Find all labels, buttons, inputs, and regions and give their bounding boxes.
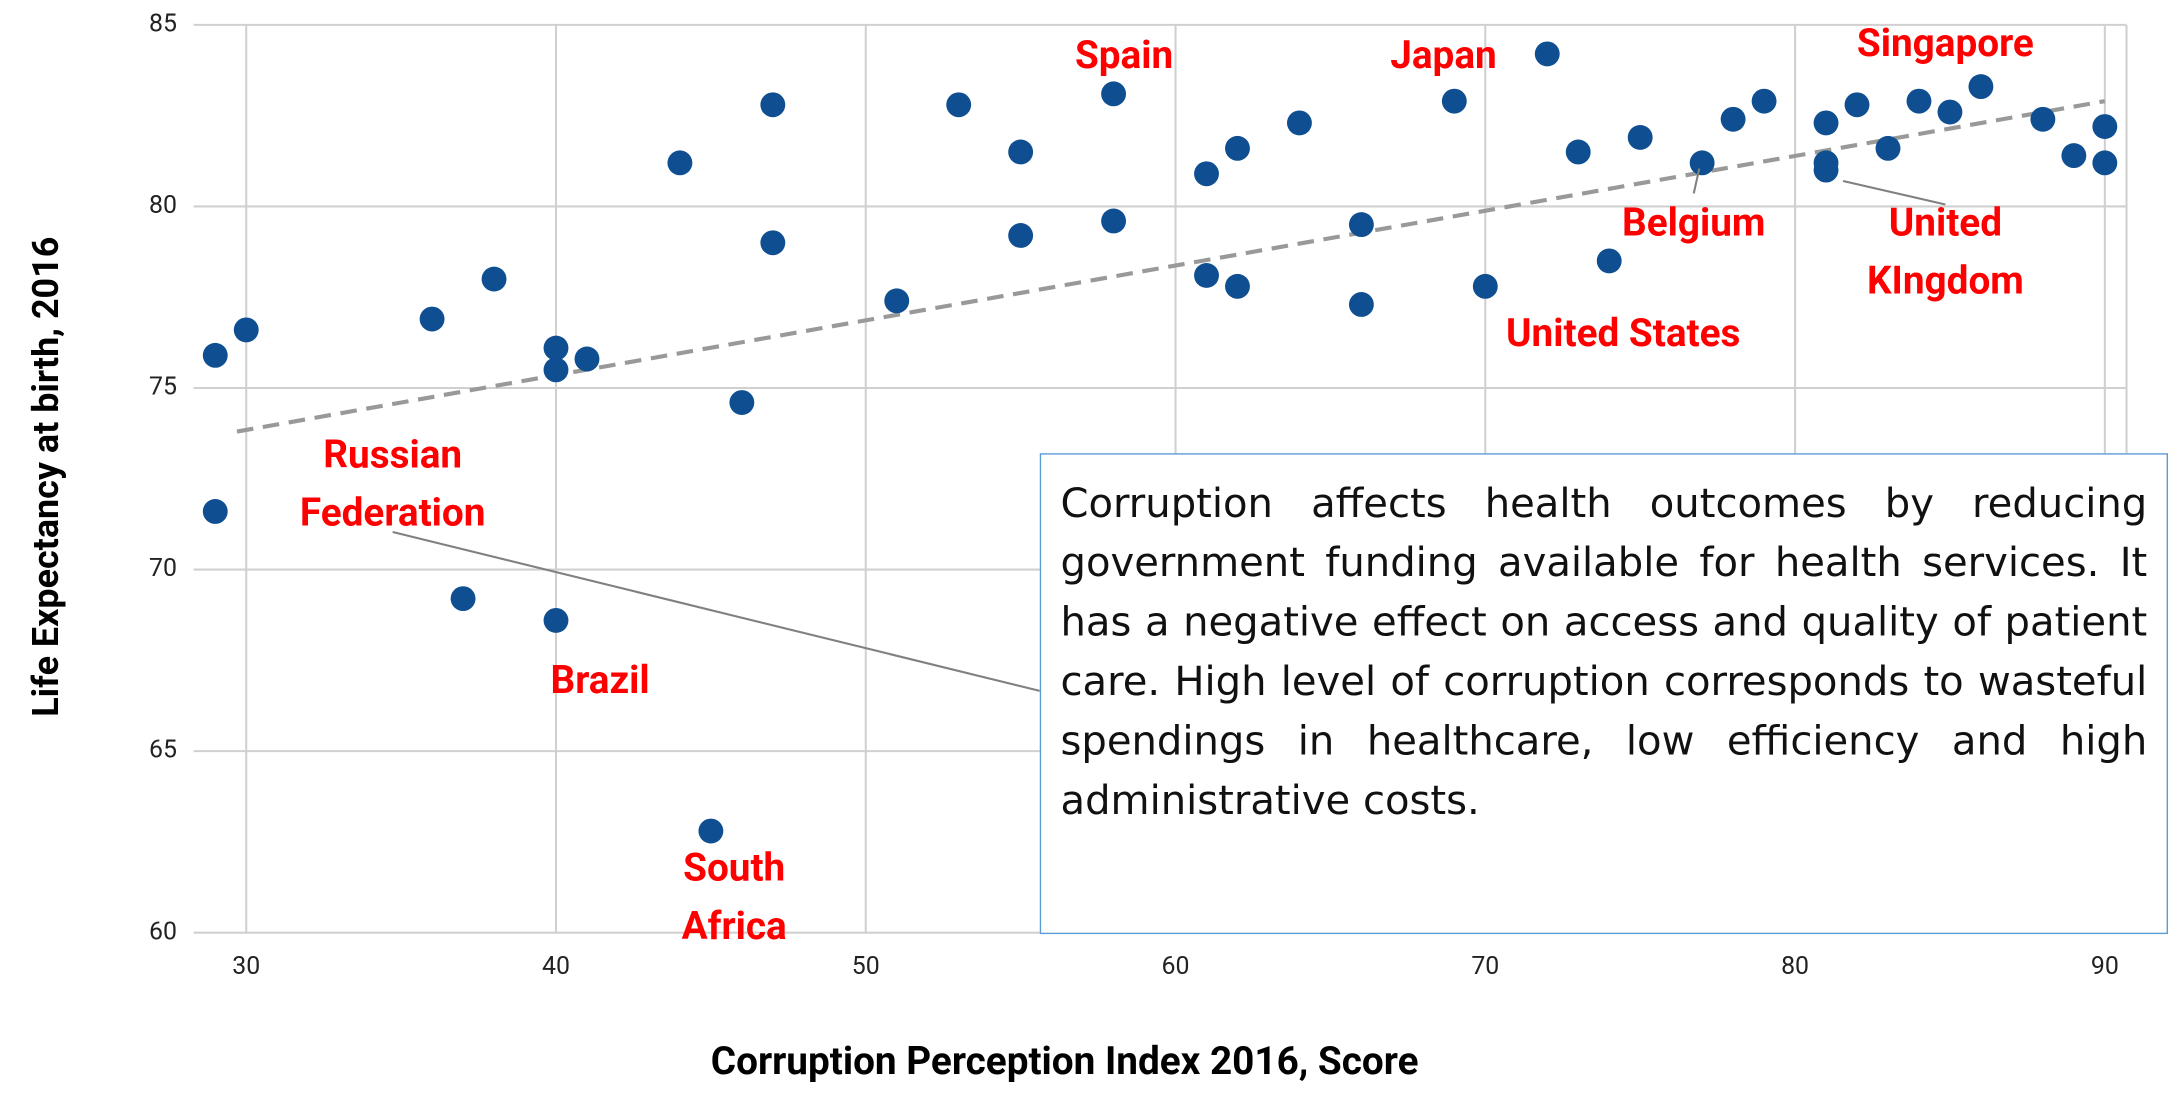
annotation-label: United States xyxy=(1506,311,1740,356)
note-box: Corruption affects health outcomes by re… xyxy=(1039,453,2168,935)
data-point xyxy=(1101,81,1127,107)
leader-line xyxy=(1692,168,1701,194)
data-point xyxy=(1225,135,1250,161)
data-point xyxy=(1286,110,1312,136)
y-tick-label: 80 xyxy=(149,191,177,220)
data-point xyxy=(1225,273,1250,299)
annotation-label: Japan xyxy=(1390,33,1497,78)
x-axis-title: Corruption Perception Index 2016, Score xyxy=(711,1039,1419,1084)
data-point xyxy=(419,306,445,332)
data-point xyxy=(1565,139,1591,165)
data-point xyxy=(667,150,693,176)
data-point xyxy=(1101,208,1127,234)
data-point xyxy=(202,342,228,368)
data-point xyxy=(698,818,724,844)
annotation-label: Russian xyxy=(323,433,462,478)
data-point xyxy=(946,92,972,118)
annotation-label: Federation xyxy=(300,491,486,536)
data-point xyxy=(1441,88,1467,114)
data-point xyxy=(1008,223,1034,248)
x-tick-label: 30 xyxy=(232,952,260,981)
annotation-label: United xyxy=(1889,200,2002,245)
data-point xyxy=(2092,150,2118,176)
data-point xyxy=(1627,125,1653,150)
data-point xyxy=(1751,88,1777,114)
data-point xyxy=(1534,41,1560,67)
data-point xyxy=(2092,114,2118,139)
data-point xyxy=(760,92,786,118)
annotation-label: Spain xyxy=(1075,33,1173,78)
data-point xyxy=(729,390,755,415)
data-point xyxy=(1194,262,1219,288)
data-point xyxy=(1472,273,1498,299)
x-tick-label: 80 xyxy=(1781,952,1809,981)
data-point xyxy=(574,346,600,372)
x-tick-label: 40 xyxy=(542,952,570,981)
data-point xyxy=(1720,106,1746,132)
annotation-label: Brazil xyxy=(551,658,650,703)
leader-line xyxy=(392,530,1041,692)
data-point xyxy=(1348,292,1374,317)
y-tick-label: 60 xyxy=(149,917,177,946)
x-tick-label: 60 xyxy=(1162,952,1190,981)
data-point xyxy=(1689,150,1715,176)
y-tick-label: 85 xyxy=(149,9,177,38)
data-point xyxy=(1008,139,1034,165)
data-point xyxy=(2061,143,2087,169)
data-point xyxy=(760,230,786,256)
data-point xyxy=(1875,135,1901,161)
x-tick-label: 70 xyxy=(1471,952,1499,981)
data-point xyxy=(481,266,507,292)
data-point xyxy=(1906,88,1932,114)
data-point xyxy=(1596,248,1622,274)
data-point xyxy=(884,288,910,314)
y-tick-label: 75 xyxy=(149,373,177,402)
data-point xyxy=(543,335,569,361)
leader-line xyxy=(1842,180,1946,206)
y-axis-title: Life Expectancy at birth, 2016 xyxy=(25,237,67,717)
data-point xyxy=(543,607,569,633)
data-point xyxy=(1813,157,1839,183)
y-tick-label: 70 xyxy=(149,554,177,583)
data-point xyxy=(1968,74,1994,100)
data-point xyxy=(1813,110,1839,136)
x-tick-label: 90 xyxy=(2091,952,2119,981)
annotation-label: Africa xyxy=(682,904,787,949)
data-point xyxy=(1194,161,1219,187)
data-point xyxy=(202,499,228,524)
data-point xyxy=(233,317,259,343)
annotation-label: South xyxy=(683,846,785,891)
data-point xyxy=(1844,92,1870,118)
data-point xyxy=(2030,106,2056,132)
x-tick-label: 50 xyxy=(852,952,880,981)
y-tick-label: 65 xyxy=(149,736,177,765)
data-point xyxy=(543,357,569,383)
data-point xyxy=(450,586,476,612)
data-point xyxy=(1348,212,1374,238)
data-point xyxy=(1937,99,1963,125)
annotation-label: KIngdom xyxy=(1867,258,2024,303)
annotation-label: Belgium xyxy=(1622,200,1765,245)
annotation-label: Singapore xyxy=(1857,21,2034,66)
